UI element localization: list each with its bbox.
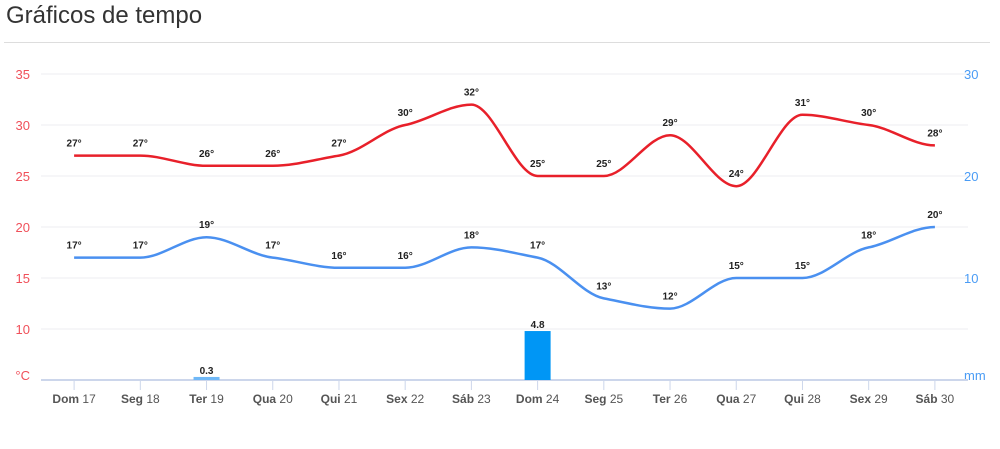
x-axis-label: Sáb 30 [916,392,955,406]
x-axis-label: Qua 27 [716,392,756,406]
left-axis-unit: °C [15,368,30,383]
min-temp-label: 18° [861,230,876,241]
left-axis-tick: 25 [16,169,30,184]
x-axis-label: Dom 24 [516,392,560,406]
max-temp-label: 27° [67,139,82,150]
x-axis-label: Sáb 23 [452,392,491,406]
x-axis-label: Qui 21 [321,392,358,406]
x-axis-label: Seg 25 [584,392,623,406]
precip-bar [524,331,551,380]
right-axis-tick: 20 [964,169,978,184]
min-temp-label: 18° [464,230,479,241]
x-axis-label: Sex 22 [386,392,424,406]
precip-label: 4.8 [531,320,545,331]
x-axis-label: Ter 26 [653,392,688,406]
min-temp-label: 17° [67,241,82,252]
min-temp-label: 19° [199,220,214,231]
max-temp-label: 27° [133,139,148,150]
page-title: Gráficos de tempo [6,2,203,29]
min-temp-label: 17° [133,241,148,252]
min-temp-label: 15° [729,261,744,272]
min-temp-label: 12° [662,292,677,303]
divider [4,42,990,43]
min-temp-label: 16° [398,251,413,262]
min-temp-label: 17° [530,241,545,252]
max-temp-label: 26° [265,149,280,160]
x-axis-label: Qua 20 [253,392,293,406]
max-temp-label: 31° [795,98,810,109]
x-axis-label: Seg 18 [121,392,160,406]
right-axis-unit: mm [964,368,986,383]
max-temp-label: 27° [331,139,346,150]
x-axis-label: Sex 29 [850,392,888,406]
min-temp-label: 17° [265,241,280,252]
max-temp-line [74,103,935,188]
x-axis-label: Dom 17 [52,392,96,406]
min-temp-label: 15° [795,261,810,272]
right-axis-tick: 30 [964,67,978,82]
x-axis-label: Qui 28 [784,392,821,406]
precip-label: 0.3 [200,366,214,377]
min-temp-label: 16° [331,251,346,262]
min-temp-label: 13° [596,281,611,292]
x-axis-label: Ter 19 [189,392,224,406]
left-axis-tick: 20 [16,220,30,235]
max-temp-label: 25° [530,159,545,170]
left-axis-tick: 15 [16,271,30,286]
left-axis-tick: 10 [16,322,30,337]
max-temp-label: 30° [861,108,876,119]
right-axis-tick: 10 [964,271,978,286]
max-temp-label: 24° [729,169,744,180]
min-temp-label: 20° [927,210,942,221]
left-axis-tick: 30 [16,118,30,133]
left-axis-tick: 35 [16,67,30,82]
min-temp-line [74,225,935,310]
max-temp-label: 25° [596,159,611,170]
precip-bar [193,376,220,380]
max-temp-label: 26° [199,149,214,160]
max-temp-label: 30° [398,108,413,119]
max-temp-label: 32° [464,88,479,99]
max-temp-label: 29° [662,118,677,129]
max-temp-label: 28° [927,128,942,139]
